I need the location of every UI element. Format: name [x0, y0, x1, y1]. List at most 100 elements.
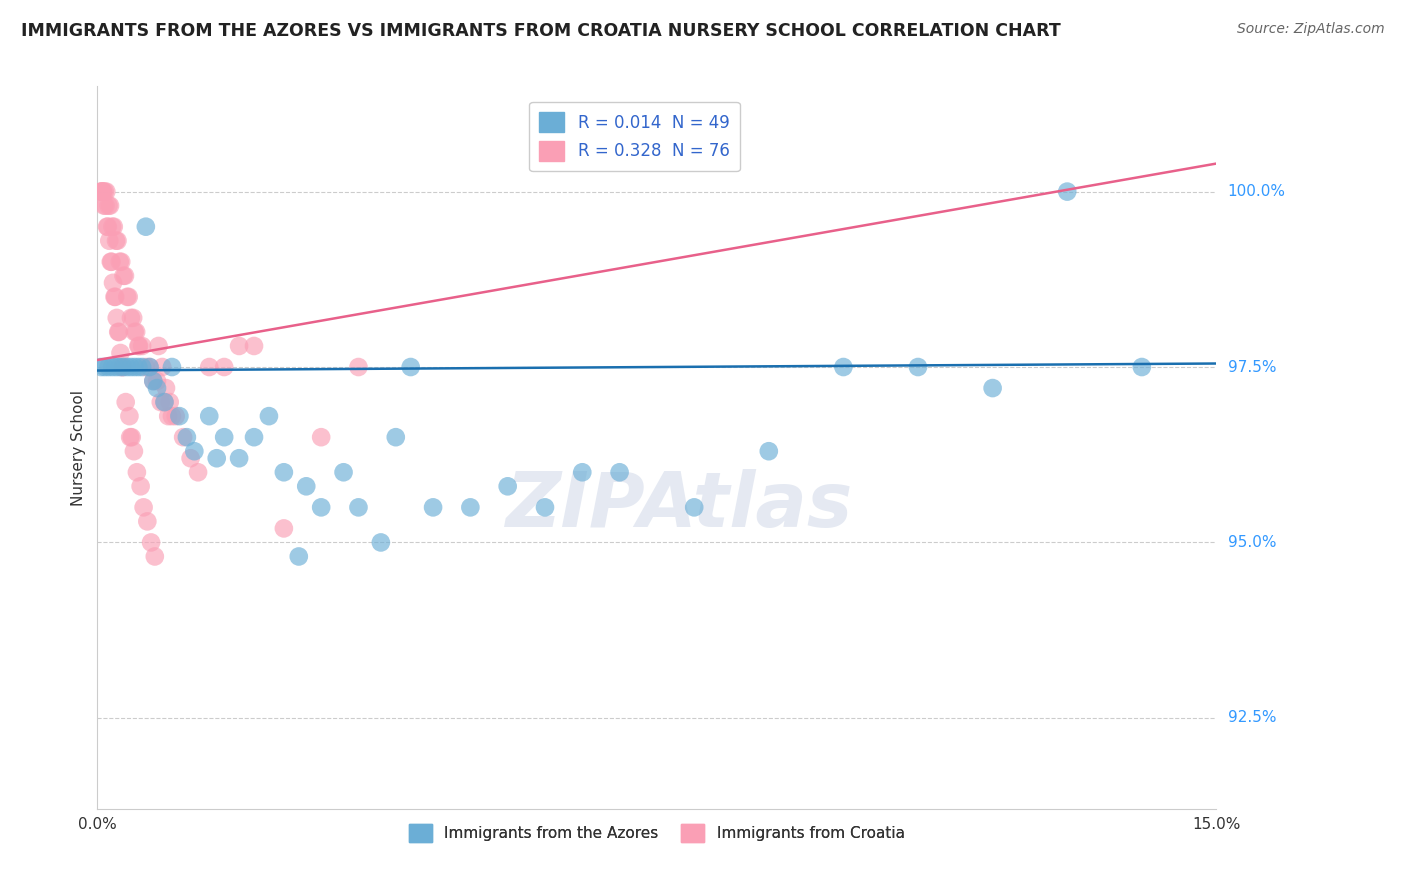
Point — [243, 430, 266, 444]
Point — [118, 290, 141, 304]
Point — [103, 219, 125, 234]
Point — [90, 359, 112, 374]
Point — [534, 500, 557, 515]
Point — [571, 465, 593, 479]
Point — [104, 290, 127, 304]
Point — [108, 254, 131, 268]
Text: IMMIGRANTS FROM THE AZORES VS IMMIGRANTS FROM CROATIA NURSERY SCHOOL CORRELATION: IMMIGRANTS FROM THE AZORES VS IMMIGRANTS… — [21, 22, 1062, 40]
Point — [100, 254, 122, 268]
Point — [90, 185, 112, 199]
Point — [143, 549, 166, 564]
Point — [127, 339, 149, 353]
Point — [100, 254, 122, 268]
Point — [347, 500, 370, 515]
Point — [309, 430, 332, 444]
Point — [128, 339, 150, 353]
Point — [124, 359, 146, 374]
Point — [157, 409, 180, 424]
Point — [146, 374, 169, 388]
Point — [981, 381, 1004, 395]
Point — [132, 500, 155, 515]
Point — [105, 234, 128, 248]
Point — [257, 409, 280, 424]
Point — [101, 359, 124, 374]
Point — [97, 219, 120, 234]
Point — [120, 430, 142, 444]
Point — [108, 325, 131, 339]
Point — [103, 290, 125, 304]
Point — [121, 430, 143, 444]
Point — [122, 310, 145, 325]
Point — [758, 444, 780, 458]
Point — [169, 409, 191, 424]
Point — [205, 451, 228, 466]
Point — [111, 359, 134, 374]
Point — [228, 339, 250, 353]
Point — [97, 359, 120, 374]
Point — [347, 359, 370, 374]
Point — [101, 276, 124, 290]
Point — [96, 185, 118, 199]
Point — [399, 359, 422, 374]
Point — [120, 359, 142, 374]
Point — [150, 359, 173, 374]
Point — [1130, 359, 1153, 374]
Point — [384, 430, 406, 444]
Point — [93, 199, 115, 213]
Point — [98, 199, 121, 213]
Point — [118, 409, 141, 424]
Text: ZIPAtlas: ZIPAtlas — [506, 468, 853, 542]
Point — [460, 500, 482, 515]
Point — [98, 234, 121, 248]
Point — [683, 500, 706, 515]
Point — [115, 290, 138, 304]
Point — [124, 325, 146, 339]
Point — [91, 185, 114, 199]
Point — [112, 268, 135, 283]
Point — [832, 359, 855, 374]
Point — [110, 346, 132, 360]
Point — [180, 451, 202, 466]
Point — [96, 219, 118, 234]
Point — [198, 359, 221, 374]
Point — [135, 359, 157, 374]
Point — [101, 219, 124, 234]
Y-axis label: Nursery School: Nursery School — [72, 390, 86, 506]
Point — [155, 381, 177, 395]
Point — [135, 219, 157, 234]
Point — [273, 521, 295, 535]
Point — [107, 325, 129, 339]
Point — [94, 185, 117, 199]
Point — [160, 409, 183, 424]
Point — [159, 395, 181, 409]
Point — [131, 359, 153, 374]
Point — [243, 339, 266, 353]
Point — [91, 185, 114, 199]
Point — [94, 359, 117, 374]
Point — [111, 359, 134, 374]
Point — [148, 339, 170, 353]
Point — [160, 359, 183, 374]
Point — [422, 500, 444, 515]
Point — [127, 359, 149, 374]
Point — [183, 444, 205, 458]
Point — [114, 268, 136, 283]
Point — [105, 359, 128, 374]
Point — [172, 430, 194, 444]
Point — [165, 409, 187, 424]
Point — [139, 535, 162, 549]
Point — [129, 479, 152, 493]
Point — [198, 409, 221, 424]
Point — [125, 465, 148, 479]
Point — [153, 395, 176, 409]
Point — [153, 395, 176, 409]
Point — [112, 359, 135, 374]
Text: Source: ZipAtlas.com: Source: ZipAtlas.com — [1237, 22, 1385, 37]
Point — [142, 374, 165, 388]
Point — [212, 359, 235, 374]
Point — [105, 310, 128, 325]
Point — [288, 549, 311, 564]
Point — [295, 479, 318, 493]
Text: 92.5%: 92.5% — [1227, 710, 1277, 725]
Point — [907, 359, 929, 374]
